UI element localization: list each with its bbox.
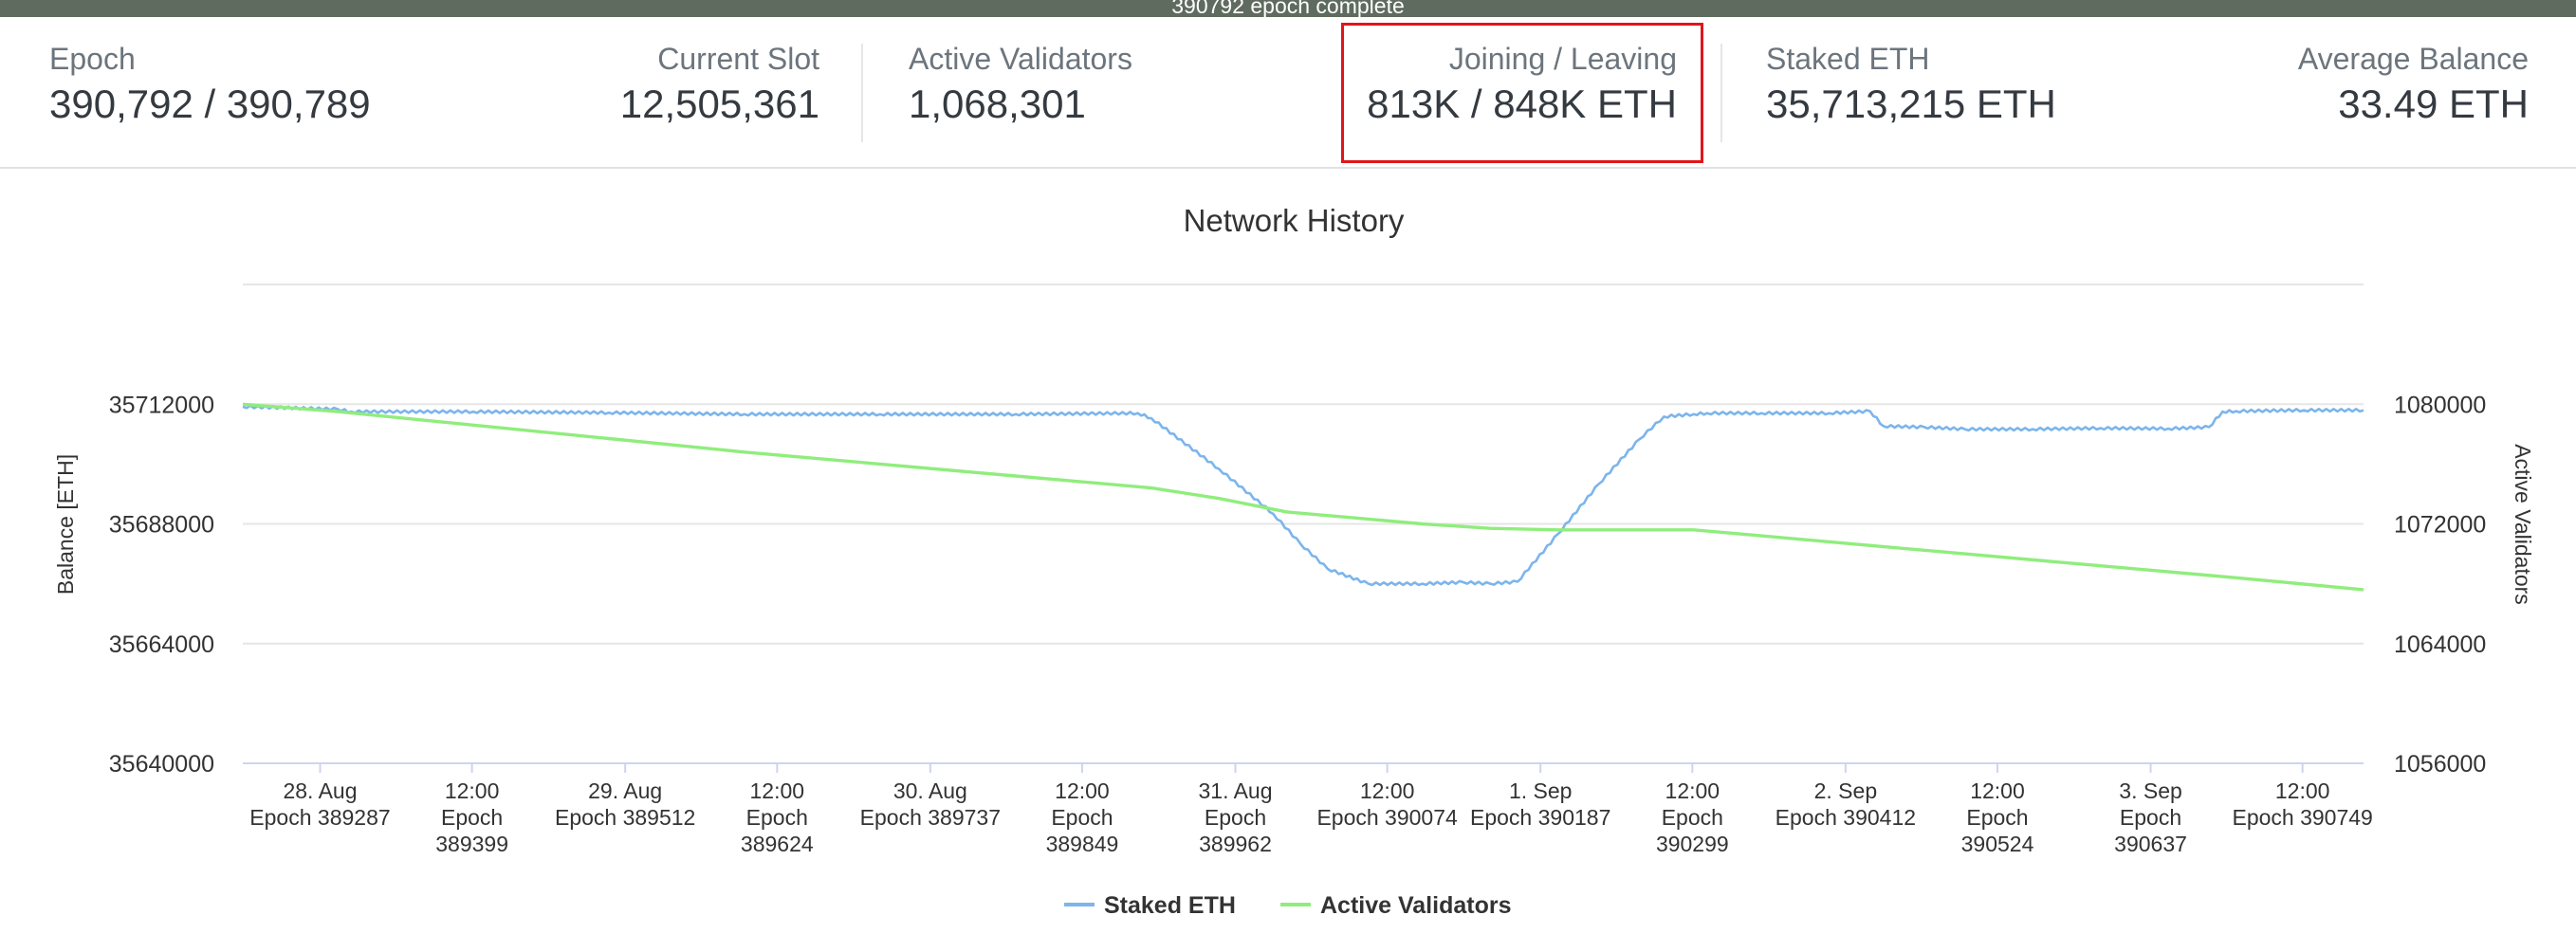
series-line-active-validators <box>242 402 2364 592</box>
x-tick-label: 1. Sep Epoch 390187 <box>1470 778 1610 830</box>
x-tick-label: 12:00 Epoch 390749 <box>2232 778 2372 830</box>
x-tick-label: 2. Sep Epoch 390412 <box>1776 778 1916 830</box>
stat-joining-leaving: Joining / Leaving 813K / 848K ETH <box>1347 17 1677 169</box>
stat-average-balance: Average Balance 33.49 ETH <box>2181 17 2529 169</box>
y-tick-label: 35664000 <box>109 632 214 658</box>
stat-current-slot-value: 12,505,361 <box>619 82 819 126</box>
stat-average-balance-label: Average Balance <box>2297 42 2529 76</box>
highlight-box <box>1341 23 1703 163</box>
y2-tick-label: 1064000 <box>2394 632 2486 658</box>
stat-staked-eth-label: Staked ETH <box>1766 42 1930 76</box>
y2-tick-label: 1080000 <box>2394 392 2486 418</box>
x-tick-label: 3. Sep Epoch 390637 <box>2114 778 2187 856</box>
stat-epoch-value: 390,792 / 390,789 <box>49 82 371 126</box>
series-line-staked-eth <box>242 404 2364 587</box>
x-tick-label: 12:00 Epoch 390524 <box>1961 778 2034 856</box>
right-axis-ticks: 1056000 1064000 1072000 1080000 <box>2394 392 2486 778</box>
chart-gridlines <box>243 284 2364 764</box>
status-banner: 390792 epoch complete <box>0 0 2576 17</box>
stat-current-slot: Current Slot 12,505,361 <box>474 17 819 169</box>
chart-title: Network History <box>1184 203 1405 238</box>
y2-axis-label: Active Validators <box>2511 444 2535 605</box>
legend-item-active-validators-label[interactable]: Active Validators <box>1320 892 1511 919</box>
y-tick-label: 35712000 <box>109 392 214 418</box>
chart-series <box>242 402 2364 592</box>
stat-active-validators: Active Validators 1,068,301 <box>909 17 1269 169</box>
legend-item-staked-eth-label[interactable]: Staked ETH <box>1104 892 1236 919</box>
stat-average-balance-value: 33.49 ETH <box>2338 82 2529 126</box>
x-tick-label: 31. Aug Epoch 389962 <box>1199 778 1273 856</box>
chart-legend[interactable]: Staked ETH Active Validators <box>1064 892 1511 919</box>
x-tick-label: 28. Aug Epoch 389287 <box>249 778 390 830</box>
y-tick-label: 35688000 <box>109 512 214 539</box>
y-tick-label: 35640000 <box>109 751 214 778</box>
x-tick-label: 12:00 Epoch 389849 <box>1046 778 1119 856</box>
network-history-chart: Network History 35640000 35664000 35688000… <box>53 203 2535 919</box>
stat-divider <box>861 44 863 142</box>
x-tick-label: 12:00 Epoch 389399 <box>435 778 508 856</box>
network-stats-bar: Epoch 390,792 / 390,789 Current Slot 12,… <box>0 17 2576 169</box>
y-axis-label: Balance [ETH] <box>53 454 78 595</box>
stat-active-validators-value: 1,068,301 <box>909 82 1086 126</box>
x-tick-label: 29. Aug Epoch 389512 <box>555 778 695 830</box>
stat-epoch-label: Epoch <box>49 42 136 76</box>
stat-divider <box>1720 44 1722 142</box>
y2-tick-label: 1056000 <box>2394 751 2486 778</box>
stat-joining-leaving-value: 813K / 848K ETH <box>1367 82 1677 126</box>
left-axis-ticks: 35640000 35664000 35688000 35712000 <box>109 392 214 778</box>
status-banner-text: 390792 epoch complete <box>1171 0 1405 18</box>
x-tick-label: 12:00 Epoch 390299 <box>1656 778 1729 856</box>
stat-staked-eth-value: 35,713,215 ETH <box>1766 82 2056 126</box>
x-tick-label: 12:00 Epoch 390074 <box>1316 778 1458 830</box>
x-tick-label: 30. Aug Epoch 389737 <box>860 778 1001 830</box>
x-axis-ticks: 28. Aug Epoch 389287 12:00 Epoch 389399 29. A… <box>249 763 2373 856</box>
stat-epoch: Epoch 390,792 / 390,789 <box>49 17 448 169</box>
stat-current-slot-label: Current Slot <box>657 42 819 76</box>
x-tick-label: 12:00 Epoch 389624 <box>741 778 814 856</box>
stat-joining-leaving-label: Joining / Leaving <box>1448 42 1677 76</box>
stat-staked-eth: Staked ETH 35,713,215 ETH <box>1766 17 2145 169</box>
y2-tick-label: 1072000 <box>2394 512 2486 539</box>
stat-active-validators-label: Active Validators <box>909 42 1132 76</box>
